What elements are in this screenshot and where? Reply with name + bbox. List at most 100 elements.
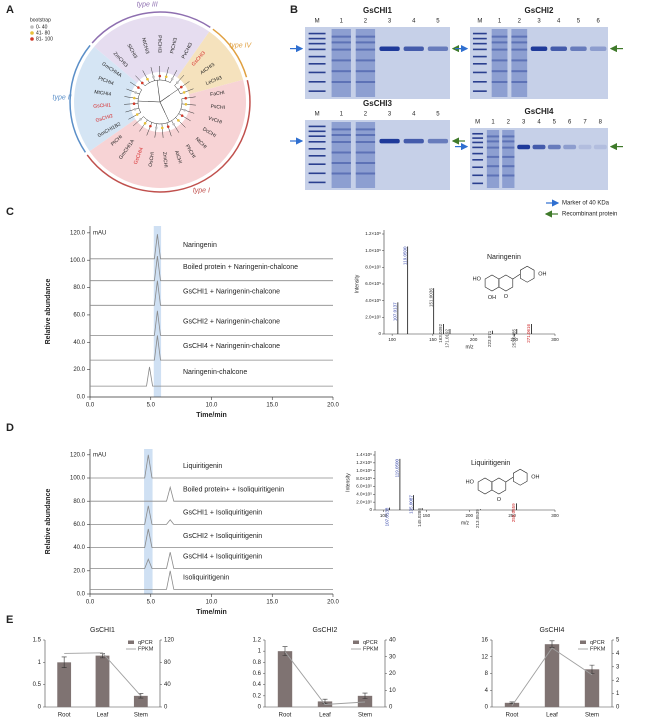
lane-label: 1	[491, 120, 495, 126]
lane-label: 3	[537, 19, 541, 25]
lane-label: 2	[364, 112, 368, 118]
chart-title: GsCHI2	[313, 627, 338, 634]
branch	[128, 112, 141, 120]
x-tick-label: Stem	[134, 713, 148, 719]
marker-band	[472, 90, 487, 92]
lysate-band	[491, 59, 508, 62]
bootstrap-dot	[133, 107, 137, 111]
lane-label: 8	[599, 120, 603, 126]
error-bar	[322, 698, 328, 704]
lysate-band	[502, 165, 515, 168]
branch	[177, 81, 190, 90]
y2-tick-label: 2	[616, 678, 620, 684]
protein-band	[427, 46, 449, 51]
branch	[159, 101, 166, 114]
lysate-band	[331, 162, 351, 164]
legend-label: FPKM	[590, 646, 606, 652]
x-tick-label: Root	[279, 713, 292, 719]
bootstrap-dot	[177, 119, 180, 122]
fpkm-line	[284, 651, 366, 705]
clade-label: type IV	[229, 43, 252, 50]
peak-label: 119.0500	[395, 458, 400, 477]
y-tick-label: 6.0×10⁵	[356, 484, 372, 489]
x-axis-title: Time/min	[196, 412, 227, 419]
bar	[357, 695, 373, 707]
y-tick-label: 20.0	[73, 367, 85, 373]
marker-band	[308, 172, 326, 175]
bootstrap-dot	[166, 125, 170, 128]
lysate-band	[355, 41, 376, 44]
protein-band	[563, 144, 577, 150]
lane-label: M	[475, 120, 480, 126]
y-tick-label: 0.5	[33, 682, 42, 688]
peak-label: 171.0192	[445, 329, 450, 348]
lane-label: M	[477, 19, 482, 25]
y-tick-label: 8.0×10⁵	[365, 265, 381, 270]
y2-tick-label: 80	[164, 660, 171, 666]
marker-band	[472, 37, 487, 40]
lysate-band	[502, 140, 515, 143]
branch	[129, 81, 142, 90]
x-tick-label: Leaf	[319, 713, 331, 719]
bootstrap-dot	[180, 114, 184, 117]
trace	[90, 505, 333, 525]
gel-title: GsCHI3	[363, 99, 392, 108]
bar	[277, 651, 293, 707]
peak-label: 253.0485	[511, 329, 516, 348]
protein-band	[427, 138, 449, 144]
marker-band	[472, 152, 484, 155]
branch	[142, 70, 150, 83]
lysate-band	[486, 146, 500, 149]
marker-band	[308, 90, 326, 92]
lysate-band	[491, 48, 508, 51]
lysate-lane	[355, 29, 376, 97]
trace-label: Boiled protein+ + Isoliquiritigenin	[183, 486, 284, 493]
branch	[135, 75, 146, 87]
marker-band	[308, 63, 326, 65]
branch	[139, 119, 148, 132]
protein-band	[550, 46, 567, 51]
protein-band	[547, 144, 561, 150]
y-tick-label: 1.2×10⁶	[365, 231, 381, 236]
y-tick-label: 1	[38, 660, 42, 666]
y-tick-label: 1.5	[33, 638, 42, 644]
x-axis-title: m/z	[461, 520, 470, 526]
legend-title: bootstrap	[30, 17, 51, 23]
y-tick-label: 4.0×10⁵	[365, 298, 381, 303]
y-tick-label: 0	[369, 507, 372, 512]
bootstrap-dot	[179, 85, 183, 89]
branch	[156, 80, 159, 91]
x-tick-label: 100	[380, 513, 388, 518]
bootstrap-dot	[170, 77, 174, 81]
branch	[169, 89, 179, 96]
leaf-label: LeCHI3	[205, 75, 223, 87]
y-tick-label: 0.0	[77, 592, 86, 598]
protein-band	[578, 144, 592, 150]
bootstrap-dot	[135, 113, 139, 116]
y-axis-title: Intensity	[354, 274, 360, 293]
y-tick-label: 100.0	[70, 258, 86, 264]
lane-label: 5	[553, 120, 557, 126]
lane-label: 5	[436, 19, 440, 25]
chart-title: GsCHI1	[90, 627, 115, 634]
bootstrap-dot	[140, 81, 144, 85]
y2-tick-label: 120	[164, 638, 175, 644]
structure	[512, 273, 521, 280]
lane-label: 1	[340, 112, 344, 118]
y-tick-label: 2.0×10⁵	[365, 315, 381, 320]
legend-label: Marker of 40 KDa	[562, 201, 610, 207]
lysate-band	[502, 146, 515, 149]
x-tick-label: 250	[508, 513, 516, 518]
x-tick-label: 0.0	[86, 403, 95, 409]
branch	[159, 94, 171, 103]
marker-band	[308, 141, 326, 143]
lysate-lane	[502, 130, 515, 188]
marker-band	[308, 37, 326, 40]
clade-region	[89, 79, 247, 188]
trace	[90, 485, 333, 502]
y-tick-label: 0	[258, 705, 262, 711]
lysate-band	[355, 70, 376, 73]
clade-rim	[212, 28, 248, 78]
structure-label: O	[497, 497, 502, 503]
legend-label: FPKM	[363, 646, 379, 652]
